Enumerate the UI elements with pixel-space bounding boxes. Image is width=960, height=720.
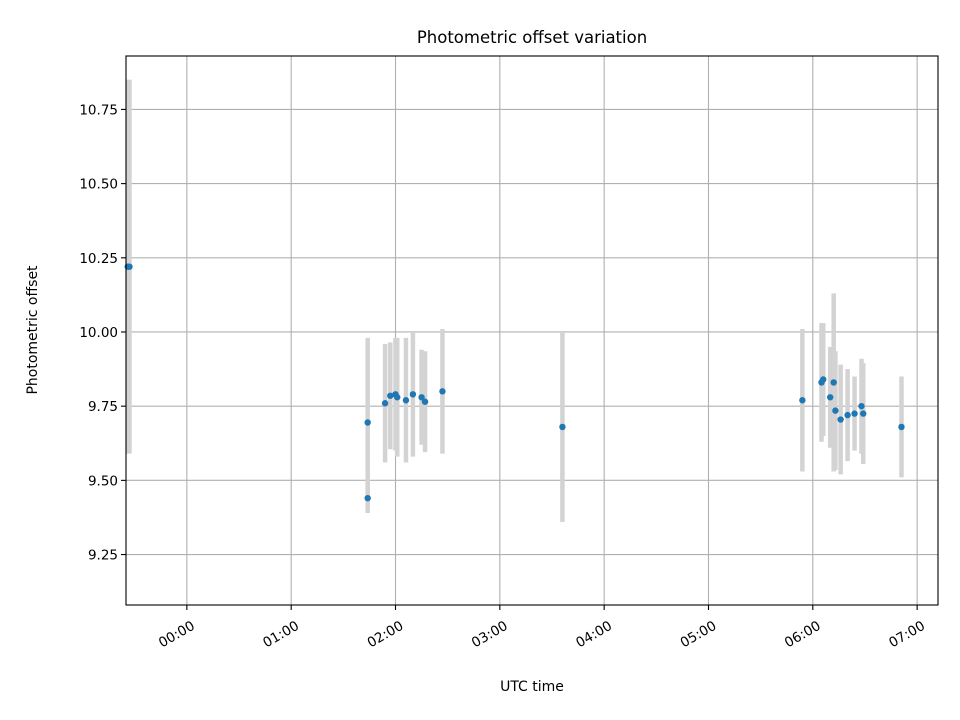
data-point <box>364 494 371 502</box>
y-tick-label: 10.00 <box>79 325 118 341</box>
data-point <box>826 394 834 401</box>
data-point <box>832 407 839 414</box>
data-point <box>387 392 394 399</box>
y-axis-ticks: 9.25 9.50 9.75 10.00 10.25 10.50 10.75 <box>79 102 126 564</box>
y-tick-label: 9.75 <box>88 399 118 415</box>
grid <box>126 56 938 605</box>
data-point <box>559 423 566 431</box>
data-point <box>858 402 865 410</box>
y-axis-label: Photometric offset <box>25 265 41 395</box>
data-point <box>418 394 425 401</box>
data-point <box>851 410 858 417</box>
data-point <box>898 423 905 431</box>
plot-frame <box>125 55 939 606</box>
data-point <box>402 397 410 404</box>
x-axis-label: UTC time <box>500 679 564 695</box>
data-point <box>381 400 389 407</box>
data-point <box>409 391 417 398</box>
data-points <box>124 263 905 502</box>
data-point <box>860 410 867 417</box>
y-tick-label: 9.50 <box>88 473 118 489</box>
data-point <box>364 419 371 426</box>
data-point <box>820 376 827 383</box>
data-point <box>421 398 429 405</box>
data-point <box>394 394 401 401</box>
y-tick-label: 10.50 <box>79 177 118 193</box>
data-point <box>126 263 133 270</box>
y-tick-label: 9.25 <box>88 548 118 564</box>
data-point <box>799 397 806 404</box>
data-point <box>439 388 446 395</box>
data-point <box>830 379 837 386</box>
data-point <box>844 411 851 419</box>
y-tick-label: 10.75 <box>79 102 118 118</box>
chart-title: Photometric offset variation <box>417 28 647 47</box>
y-tick-label: 10.25 <box>79 251 118 267</box>
data-point <box>837 416 844 423</box>
